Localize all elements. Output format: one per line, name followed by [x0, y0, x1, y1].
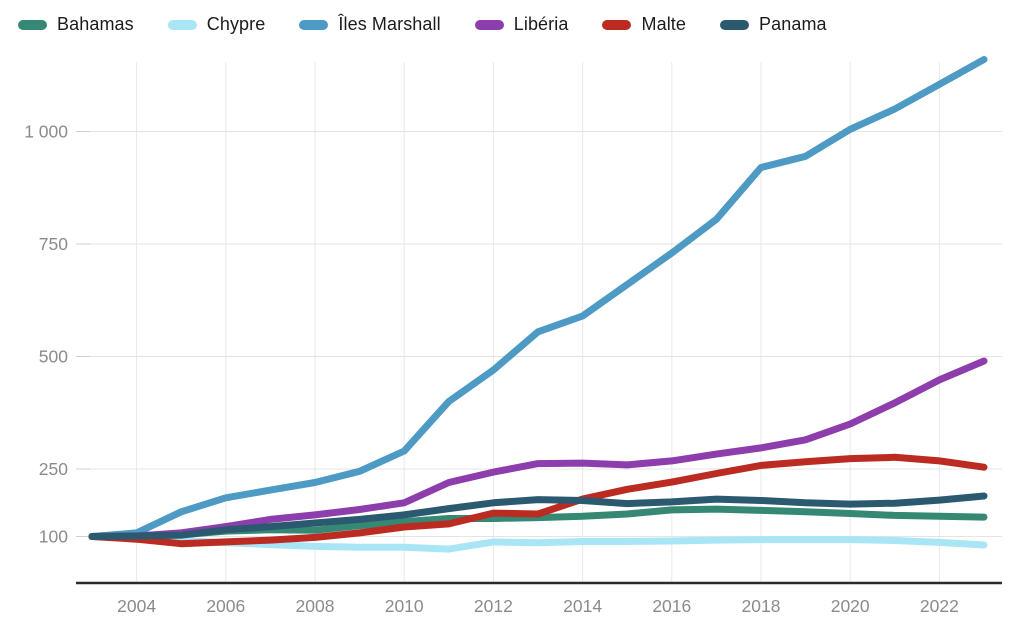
- x-tick-label-2006: 2006: [206, 596, 245, 616]
- series-line-liberia: [88, 357, 988, 540]
- legend-swatch: [474, 19, 504, 30]
- x-tick-label-2022: 2022: [920, 596, 959, 616]
- legend-label: Bahamas: [57, 14, 134, 34]
- x-tick-label-2018: 2018: [742, 596, 781, 616]
- legend-item-liberia[interactable]: Libéria: [474, 14, 569, 35]
- legend-item-malte[interactable]: Malte: [602, 14, 686, 35]
- legend-label: Libéria: [513, 14, 569, 34]
- y-tick-label-500: 500: [39, 347, 68, 367]
- x-tick-label-2012: 2012: [474, 596, 513, 616]
- series-line-malte: [88, 453, 988, 548]
- x-tick-label-2016: 2016: [652, 596, 691, 616]
- y-tick-label-750: 750: [39, 234, 68, 254]
- x-tick-label-2014: 2014: [563, 596, 602, 616]
- legend-swatch: [299, 19, 329, 30]
- x-tick-label-2020: 2020: [831, 596, 870, 616]
- x-tick-label-2008: 2008: [296, 596, 335, 616]
- legend-label: Malte: [641, 14, 686, 34]
- y-tick-label-1000: 1 000: [24, 122, 68, 142]
- series-line-iles-marshall: [88, 56, 988, 540]
- legend-label: Panama: [759, 14, 827, 34]
- legend-swatch: [602, 19, 632, 30]
- y-tick-label-250: 250: [39, 459, 68, 479]
- legend-item-iles-marshall[interactable]: Îles Marshall: [299, 14, 441, 35]
- legend-swatch: [18, 19, 47, 30]
- legend-swatch: [720, 19, 749, 30]
- x-tick-label-2004: 2004: [117, 596, 156, 616]
- chart-legend: Bahamas Chypre Îles Marshall Libéria Malte Pa…: [18, 14, 827, 35]
- legend-item-panama[interactable]: Panama: [720, 14, 827, 35]
- series-line-panama: [88, 492, 988, 540]
- legend-swatch: [167, 19, 197, 30]
- legend-item-bahamas[interactable]: Bahamas: [18, 14, 134, 35]
- legend-label: Chypre: [206, 14, 266, 34]
- y-tick-label-100: 100: [39, 527, 68, 547]
- legend-item-chypre[interactable]: Chypre: [167, 14, 266, 35]
- legend-label: Îles Marshall: [338, 14, 441, 34]
- x-tick-label-2010: 2010: [385, 596, 424, 616]
